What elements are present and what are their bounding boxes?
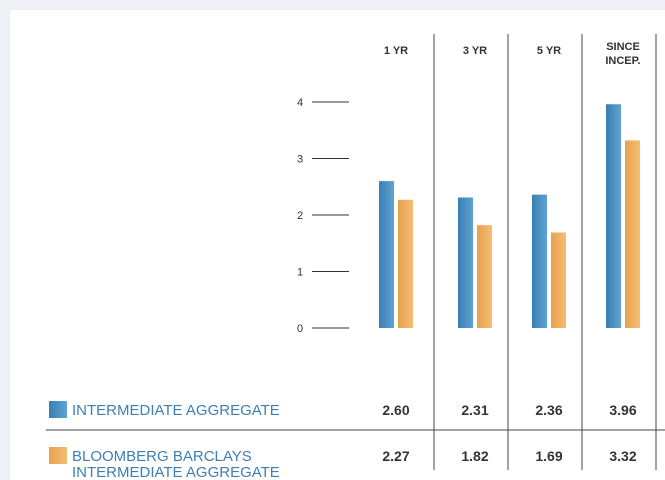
legend-label-0: INTERMEDIATE AGGREGATE	[72, 402, 280, 419]
bar-chart: 0 1 2 3 4 1 YR 3 YR 5 YR SINCE INCEP. INTERMEDIA…	[46, 34, 665, 480]
bar-series0-2	[532, 194, 547, 328]
column-dividers	[433, 34, 657, 470]
value-label-series1-3: 3.32	[609, 448, 636, 464]
bar-series0-0	[379, 181, 394, 328]
bar-series1-1	[477, 225, 492, 328]
legend-label-1: INTERMEDIATE AGGREGATE	[72, 464, 280, 480]
value-table: 2.60 2.31 2.36 3.96 2.27 1.82 1.69 3.32	[382, 402, 636, 464]
column-header-3: INCEP.	[605, 55, 640, 67]
bar-series1-3	[625, 140, 640, 328]
legend-swatch-1	[49, 447, 67, 464]
bar-series1-0	[398, 199, 413, 328]
y-axis: 0 1 2 3 4	[297, 97, 349, 335]
y-tick-label-3: 3	[297, 154, 303, 166]
bar-series0-3	[606, 104, 621, 328]
value-label-series1-1: 1.82	[461, 448, 488, 464]
y-tick-label-0: 0	[297, 323, 303, 335]
column-header-1: 3 YR	[463, 45, 487, 57]
value-label-series1-0: 2.27	[382, 448, 409, 464]
bar-series0-1	[458, 197, 473, 328]
column-header-2: 5 YR	[537, 45, 561, 57]
chart-panel: 0 1 2 3 4 1 YR 3 YR 5 YR SINCE INCEP. INTERMEDIA…	[10, 10, 665, 480]
column-header-0: 1 YR	[384, 45, 408, 57]
legend-swatch-0	[49, 401, 67, 418]
value-label-series0-3: 3.96	[609, 402, 636, 418]
bar-series1-2	[551, 232, 566, 328]
y-tick-label-4: 4	[297, 97, 303, 109]
y-tick-label-1: 1	[297, 267, 303, 279]
value-label-series0-1: 2.31	[461, 402, 488, 418]
bars	[379, 104, 640, 328]
value-label-series1-2: 1.69	[535, 448, 562, 464]
column-header-3: SINCE	[606, 41, 640, 53]
legend-label-1: BLOOMBERG BARCLAYS	[72, 448, 252, 465]
column-headers: 1 YR 3 YR 5 YR SINCE INCEP.	[384, 41, 641, 67]
y-tick-label-2: 2	[297, 210, 303, 222]
value-label-series0-2: 2.36	[535, 402, 562, 418]
value-label-series0-0: 2.60	[382, 402, 409, 418]
